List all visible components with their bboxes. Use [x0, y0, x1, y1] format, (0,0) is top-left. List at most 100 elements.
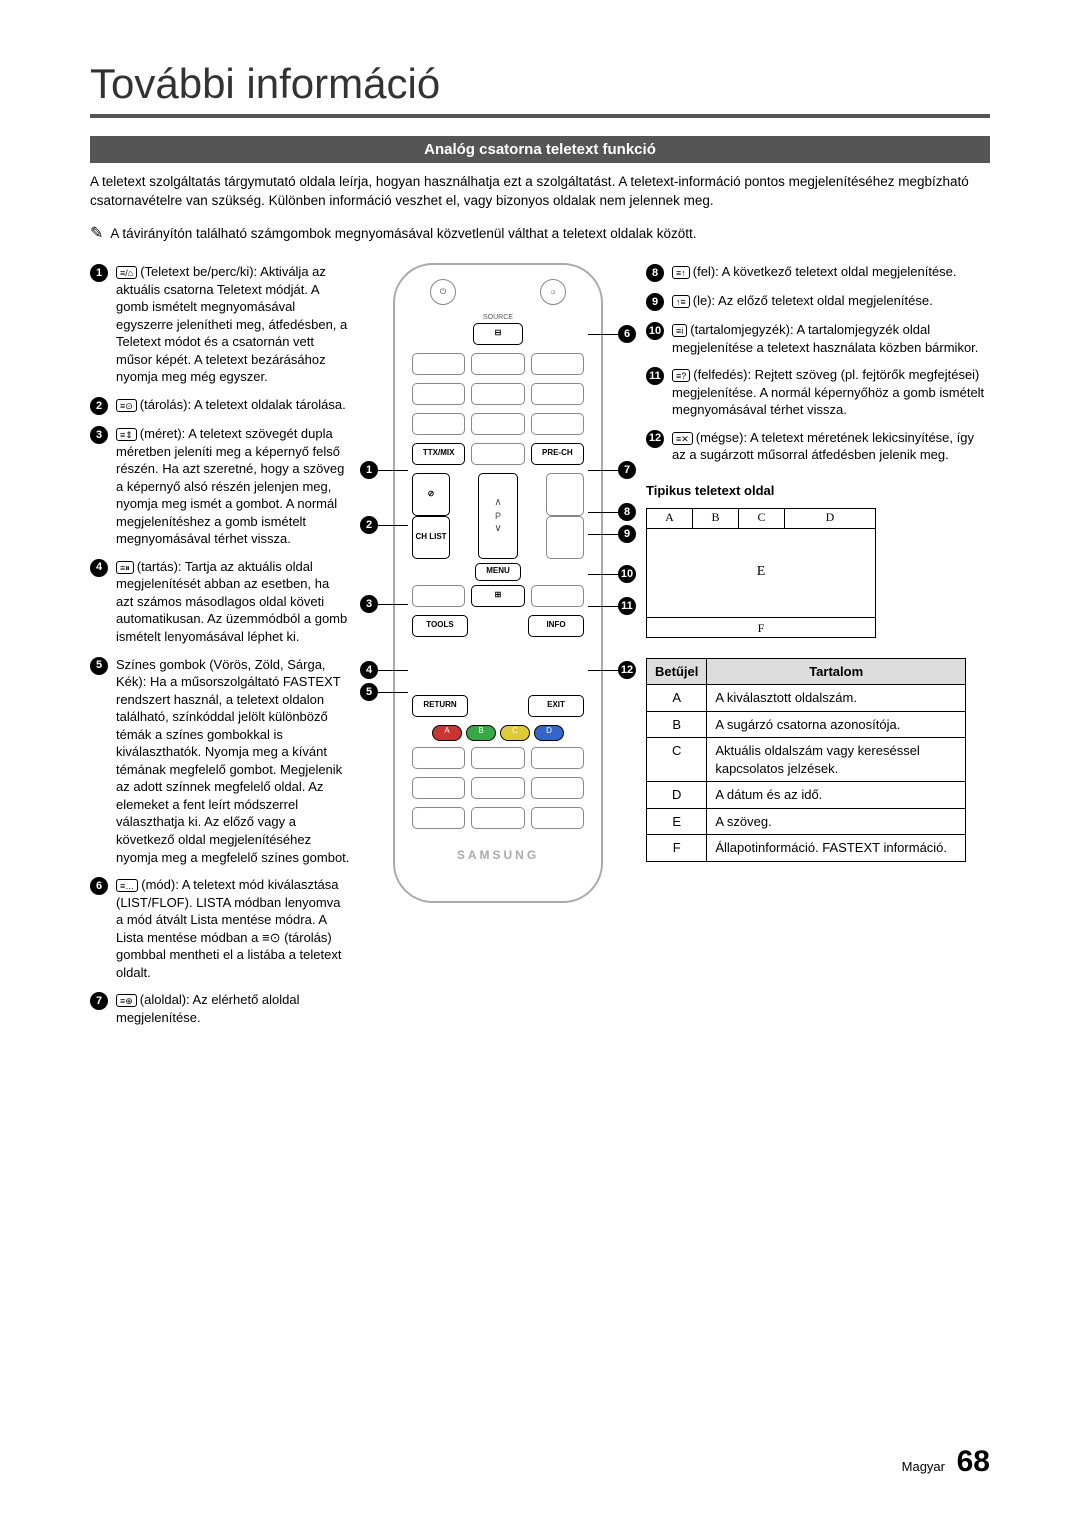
power-button[interactable]: ⏻: [430, 279, 456, 305]
item-number: 4: [90, 559, 108, 577]
callout-number: 10: [618, 565, 636, 583]
num-button[interactable]: [412, 353, 465, 375]
callout-line: [378, 525, 408, 526]
return-button[interactable]: RETURN: [412, 695, 468, 717]
guide-button[interactable]: ⊞: [471, 585, 524, 607]
num-button[interactable]: [531, 413, 584, 435]
callout-line: [588, 606, 618, 607]
item-text: ≡⇕(méret): A teletext szövegét dupla mér…: [116, 425, 350, 548]
exit-button[interactable]: EXIT: [528, 695, 584, 717]
page-number: Magyar 68: [902, 1445, 990, 1479]
mute-button[interactable]: ⊘: [412, 473, 450, 516]
green-button[interactable]: B: [466, 725, 496, 741]
table-cell: B: [647, 711, 707, 738]
media-button[interactable]: [412, 807, 465, 829]
num-button[interactable]: [471, 353, 524, 375]
page-label: Magyar: [902, 1459, 945, 1474]
chlist-button[interactable]: CH LIST: [412, 516, 450, 559]
table-row: CAktuális oldalszám vagy kereséssel kapc…: [647, 738, 966, 782]
media-button[interactable]: [412, 747, 465, 769]
callout-number: 7: [618, 461, 636, 479]
table-cell: A kiválasztott oldalszám.: [707, 685, 966, 712]
media-button[interactable]: [531, 777, 584, 799]
schem-c: C: [739, 509, 785, 528]
button-icon: ≡⇕: [116, 428, 137, 441]
brand-label: SAMSUNG: [409, 847, 587, 863]
item-number: 8: [646, 264, 664, 282]
tools-button[interactable]: TOOLS: [412, 615, 468, 637]
info-button[interactable]: INFO: [528, 615, 584, 637]
table-row: DA dátum és az idő.: [647, 782, 966, 809]
item-text: ↑≡(le): Az előző teletext oldal megjelen…: [672, 292, 986, 311]
schem-d: D: [785, 509, 875, 528]
table-row: EA szöveg.: [647, 808, 966, 835]
table-cell: Aktuális oldalszám vagy kereséssel kapcs…: [707, 738, 966, 782]
prech-button[interactable]: PRE-CH: [531, 443, 584, 465]
item-number: 5: [90, 657, 108, 675]
media-button[interactable]: [471, 777, 524, 799]
teletext-schematic: A B C D E F: [646, 508, 876, 638]
num-button[interactable]: [412, 383, 465, 405]
callout-number: 1: [360, 461, 378, 479]
table-header: Betűjel: [647, 658, 707, 685]
media-button[interactable]: [471, 747, 524, 769]
yellow-button[interactable]: C: [500, 725, 530, 741]
callout-line: [588, 574, 618, 575]
table-cell: D: [647, 782, 707, 809]
table-row: FÁllapotinformáció. FASTEXT információ.: [647, 835, 966, 862]
item-number: 12: [646, 430, 664, 448]
table-cell: A szöveg.: [707, 808, 966, 835]
callout-number: 4: [360, 661, 378, 679]
table-row: AA kiválasztott oldalszám.: [647, 685, 966, 712]
callout-number: 8: [618, 503, 636, 521]
callout-number: 2: [360, 516, 378, 534]
table-cell: A dátum és az idő.: [707, 782, 966, 809]
red-button[interactable]: A: [432, 725, 462, 741]
vol-up-button[interactable]: [546, 473, 584, 516]
callout-line: [588, 670, 618, 671]
table-cell: F: [647, 835, 707, 862]
channel-rocker[interactable]: ∧P∨: [478, 473, 518, 559]
callout-number: 3: [360, 595, 378, 613]
page-title: További információ: [90, 60, 990, 108]
list-item: 5 Színes gombok (Vörös, Zöld, Sárga, Kék…: [90, 656, 350, 867]
button-icon: ↑≡: [672, 295, 690, 308]
button-icon: ≡?: [672, 369, 690, 382]
media-button[interactable]: [412, 777, 465, 799]
blue-button[interactable]: D: [534, 725, 564, 741]
callout-number: 9: [618, 525, 636, 543]
table-cell: A: [647, 685, 707, 712]
item-text: ≡⊕(aloldal): Az elérhető aloldal megjele…: [116, 991, 350, 1026]
menu-button[interactable]: MENU: [475, 563, 521, 581]
ttxmix-button[interactable]: TTX/MIX: [412, 443, 465, 465]
note-body: A távirányítón található számgombok megn…: [110, 226, 696, 241]
media-button[interactable]: [471, 807, 524, 829]
schem-b: B: [693, 509, 739, 528]
num-button[interactable]: [531, 383, 584, 405]
num-button[interactable]: [531, 353, 584, 375]
list-item: 7 ≡⊕(aloldal): Az elérhető aloldal megje…: [90, 991, 350, 1026]
item-number: 2: [90, 397, 108, 415]
source-button[interactable]: ⊟: [473, 323, 523, 345]
page-number-value: 68: [957, 1445, 990, 1478]
color-buttons-row: A B C D: [409, 725, 587, 741]
list-item: 11 ≡?(felfedés): Rejtett szöveg (pl. fej…: [646, 366, 986, 419]
blank-button[interactable]: [412, 585, 465, 607]
media-button[interactable]: [531, 807, 584, 829]
vol-down-button[interactable]: [546, 516, 584, 559]
item-text: ≡⊙(tárolás): A teletext oldalak tárolása…: [116, 396, 350, 415]
light-button[interactable]: ☼: [540, 279, 566, 305]
list-item: 9 ↑≡(le): Az előző teletext oldal megjel…: [646, 292, 986, 311]
num-button[interactable]: [471, 413, 524, 435]
callout-line: [588, 334, 618, 335]
item-text: ≡i(tartalomjegyzék): A tartalomjegyzék o…: [672, 321, 986, 356]
num-button[interactable]: [471, 383, 524, 405]
item-number: 1: [90, 264, 108, 282]
media-button[interactable]: [531, 747, 584, 769]
callout-line: [588, 534, 618, 535]
num-button[interactable]: [471, 443, 524, 465]
item-number: 6: [90, 877, 108, 895]
blank-button[interactable]: [531, 585, 584, 607]
button-icon: ≡✕: [672, 432, 693, 445]
num-button[interactable]: [412, 413, 465, 435]
